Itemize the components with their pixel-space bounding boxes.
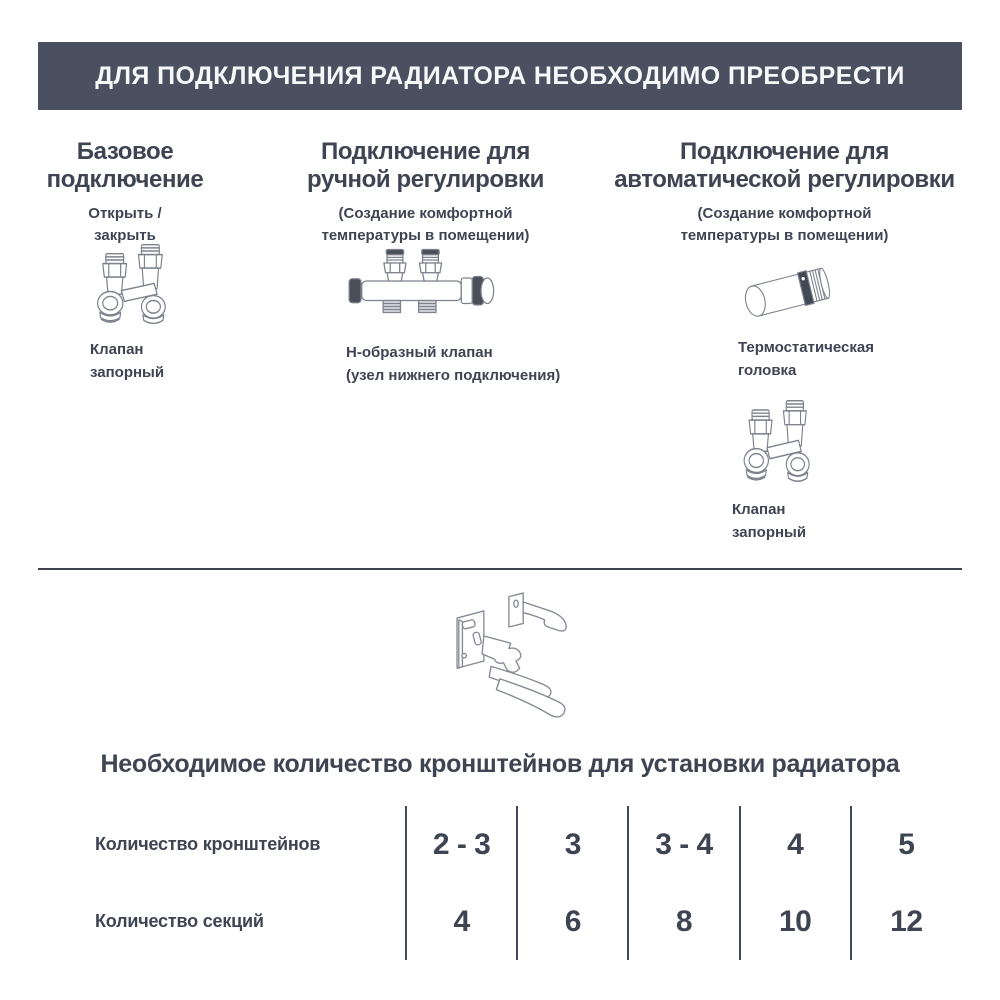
table-cell-value: 4 bbox=[787, 827, 804, 861]
table-cell-value: 4 bbox=[453, 904, 471, 938]
product-caption: Термостатическая головка bbox=[738, 339, 874, 379]
table-row-label: Количество кронштейнов bbox=[95, 834, 321, 854]
table-title: Необходимое количество кронштейнов для у… bbox=[100, 750, 900, 778]
brackets-table: Количество кронштейнов Количество секций… bbox=[60, 806, 961, 960]
table-value-column: 5 12 bbox=[849, 806, 961, 960]
section-divider bbox=[38, 568, 962, 570]
table-cell-value: 2 - 3 bbox=[432, 827, 491, 861]
product-caption: Н-образный клапан (узел нижнего подключе… bbox=[346, 344, 561, 384]
bracket-figure bbox=[432, 586, 584, 736]
product-item-thermostatic-head: Термостатическая головка bbox=[738, 256, 874, 382]
column-subtitle: Открыть / закрыть bbox=[88, 204, 162, 245]
header-banner: ДЛЯ ПОДКЛЮЧЕНИЯ РАДИАТОРА НЕОБХОДИМО ПРЕ… bbox=[38, 42, 962, 110]
shutoff-valve-icon bbox=[732, 398, 832, 490]
table-cell-value: 8 bbox=[675, 904, 693, 938]
product-item-shutoff-valve: Клапан запорный bbox=[85, 242, 189, 384]
table-value-column: 2 - 3 4 bbox=[405, 806, 516, 960]
product-caption: Клапан запорный bbox=[90, 341, 165, 381]
column-automatic-regulation: Подключение для автоматической регулиров… bbox=[592, 138, 977, 541]
column-basic-connection: Базовое подключение Открыть / закрыть bbox=[15, 138, 235, 381]
column-title: Базовое подключение bbox=[46, 138, 204, 193]
h-valve-icon bbox=[346, 248, 560, 332]
table-cell-value: 3 - 4 bbox=[655, 827, 713, 861]
table-cell-value: 6 bbox=[564, 904, 582, 938]
shutoff-valve-icon bbox=[85, 242, 189, 332]
table-cell-value: 5 bbox=[898, 827, 915, 861]
table-value-column: 3 - 4 8 bbox=[627, 806, 738, 960]
thermostatic-head-icon bbox=[738, 256, 874, 326]
column-subtitle: (Создание комфортной температуры в помещ… bbox=[321, 204, 530, 245]
column-subtitle: (Создание комфортной температуры в помещ… bbox=[680, 204, 889, 245]
table-cell-value: 12 bbox=[890, 904, 923, 938]
table-label-column: Количество кронштейнов Количество секций bbox=[60, 806, 405, 960]
column-title: Подключение для автоматической регулиров… bbox=[614, 138, 955, 193]
table-value-column: 4 10 bbox=[738, 806, 850, 960]
column-title: Подключение для ручной регулировки bbox=[307, 138, 544, 193]
banner-title: ДЛЯ ПОДКЛЮЧЕНИЯ РАДИАТОРА НЕОБХОДИМО ПРЕ… bbox=[95, 61, 905, 90]
product-caption: Клапан запорный bbox=[732, 501, 807, 541]
product-item-h-valve: Н-образный клапан (узел нижнего подключе… bbox=[346, 248, 560, 387]
table-row-label: Количество секций bbox=[95, 911, 264, 931]
product-item-shutoff-valve: Клапан запорный bbox=[732, 398, 832, 544]
table-value-column: 3 6 bbox=[516, 806, 627, 960]
column-manual-regulation: Подключение для ручной регулировки (Созд… bbox=[278, 138, 573, 384]
table-cell-value: 10 bbox=[778, 904, 812, 938]
mounting-bracket-icon bbox=[432, 586, 584, 736]
table-cell-value: 3 bbox=[564, 827, 582, 861]
